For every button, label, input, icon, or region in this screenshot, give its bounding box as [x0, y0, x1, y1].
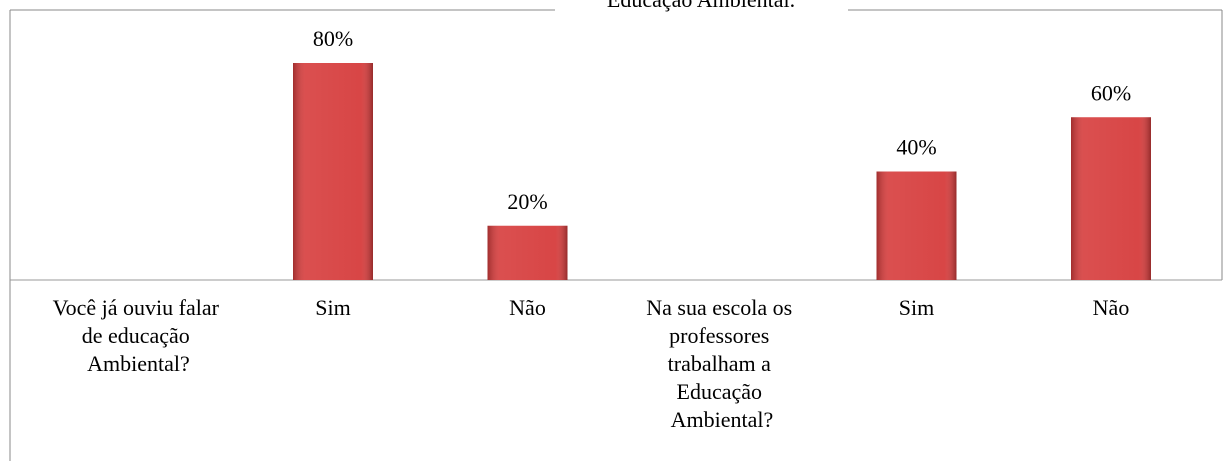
data-label: 80%: [313, 26, 353, 51]
x-tick-label: Sim: [899, 295, 934, 320]
bar-shade: [1071, 117, 1151, 280]
x-tick-label: Na sua escola os professores trabalham a…: [646, 295, 798, 432]
data-label: 40%: [896, 135, 936, 160]
x-tick-label: Não: [509, 295, 546, 320]
x-tick-label: Você já ouviu falar de educação Ambienta…: [53, 295, 225, 376]
x-tick-label: Não: [1093, 295, 1130, 320]
bar-shade: [876, 171, 957, 280]
bar-shade: [293, 63, 373, 280]
data-label: 20%: [507, 189, 547, 214]
chart-title: Educação Ambiental.: [607, 0, 795, 12]
bar-shade: [487, 225, 568, 280]
data-label: 60%: [1091, 80, 1131, 105]
x-tick-label: Sim: [315, 295, 350, 320]
